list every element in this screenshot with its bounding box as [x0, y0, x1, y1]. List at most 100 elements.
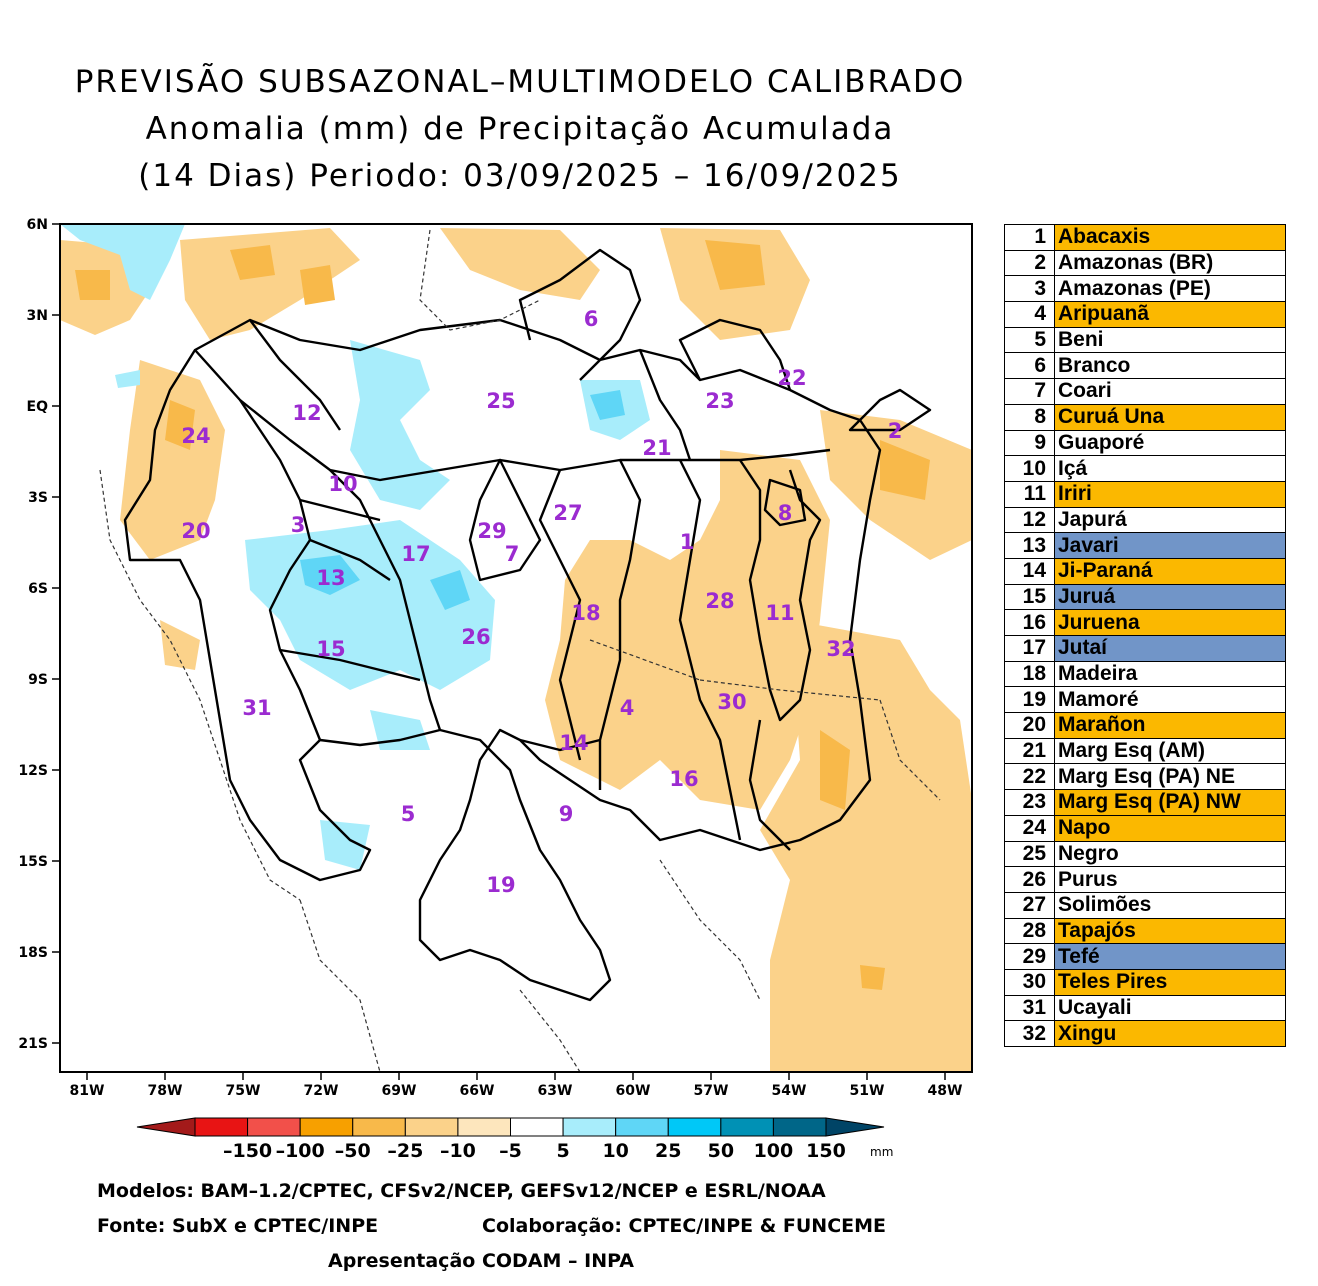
legend-row: 10 Içá	[1004, 455, 1286, 482]
legend-basin-name: Beni	[1054, 326, 1286, 354]
legend-number: 8	[1004, 403, 1055, 431]
lat-label: 21S	[18, 1036, 48, 1052]
lon-label: 60W	[616, 1083, 651, 1099]
legend-number: 29	[1004, 943, 1055, 970]
colorbar-label: –100	[276, 1140, 325, 1162]
legend-number: 4	[1004, 301, 1055, 328]
lat-label: EQ	[27, 399, 49, 415]
legend-basin-name: Içá	[1054, 455, 1286, 482]
lon-label: 66W	[460, 1083, 495, 1099]
colorbar-unit: mm	[870, 1145, 893, 1159]
legend-row: 17 Jutaí	[1004, 635, 1286, 662]
legend-basin-name: Branco	[1054, 352, 1286, 380]
latitude-axis: 6N 3N EQ 3S 6S 9S 12S 15S 18S 21S	[18, 217, 60, 1052]
basin-label-20: 20	[181, 519, 210, 543]
legend-basin-name: Purus	[1054, 866, 1286, 893]
lat-label: 12S	[18, 763, 48, 779]
colorbar-label: 150	[806, 1140, 846, 1162]
title-line-2: Anomalia (mm) de Precipitação Acumulada	[145, 111, 895, 147]
legend-row: 21 Marg Esq (AM)	[1004, 737, 1286, 765]
basin-label-5: 5	[401, 802, 416, 826]
lon-label: 48W	[928, 1083, 963, 1099]
legend-row: 15 Juruá	[1004, 583, 1286, 611]
title-line-1: PREVISÃO SUBSAZONAL–MULTIMODELO CALIBRAD…	[74, 64, 966, 100]
basin-label-18: 18	[571, 601, 600, 625]
basin-label-14: 14	[559, 731, 588, 755]
legend-row: 7 Coari	[1004, 378, 1286, 405]
legend-basin-name: Juruena	[1054, 609, 1286, 636]
legend-number: 16	[1004, 609, 1055, 636]
legend-number: 26	[1004, 866, 1055, 893]
basin-label-4: 4	[620, 696, 635, 720]
colorbar-box	[667, 1117, 722, 1137]
legend-number: 24	[1004, 814, 1055, 842]
colorbar-box	[562, 1117, 617, 1137]
legend-number: 23	[1004, 789, 1055, 816]
legend-row: 9 Guaporé	[1004, 429, 1286, 457]
legend-basin-name: Amazonas (BR)	[1054, 249, 1286, 277]
legend-basin-name: Curuá Una	[1054, 403, 1286, 431]
legend-number: 14	[1004, 557, 1055, 585]
legend-number: 2	[1004, 249, 1055, 277]
footer-presentation: Apresentação CODAM – INPA	[328, 1250, 635, 1272]
longitude-axis: 81W 78W 75W 72W 69W 66W 63W 60W 57W 54W 51W 48W	[70, 1072, 963, 1099]
legend-basin-name: Marg Esq (PA) NE	[1054, 763, 1286, 791]
legend-basin-name: Mamoré	[1054, 686, 1286, 714]
colorbar-box	[772, 1117, 827, 1137]
lat-label: 3S	[28, 490, 48, 506]
legend-basin-name: Tapajós	[1054, 917, 1286, 945]
legend-row: 28 Tapajós	[1004, 917, 1286, 945]
legend-basin-name: Marg Esq (PA) NW	[1054, 789, 1286, 816]
basin-label-1: 1	[680, 530, 695, 554]
basin-label-29: 29	[477, 519, 506, 543]
colorbar-label: –5	[499, 1140, 522, 1162]
legend-basin-name: Aripuanã	[1054, 301, 1286, 328]
legend-number: 17	[1004, 635, 1055, 662]
colorbar-box	[510, 1117, 564, 1137]
basin-label-3: 3	[291, 513, 306, 537]
legend-basin-name: Javari	[1054, 532, 1286, 559]
legend-basin-name: Jutaí	[1054, 635, 1286, 662]
legend-row: 20 Marañon	[1004, 712, 1286, 739]
legend-number: 3	[1004, 275, 1055, 303]
legend-row: 29 Tefé	[1004, 943, 1286, 970]
basin-label-32: 32	[826, 637, 855, 661]
basin-label-11: 11	[765, 601, 794, 625]
lon-label: 75W	[226, 1083, 261, 1099]
anomaly-field	[60, 224, 972, 1072]
legend-basin-name: Japurá	[1054, 506, 1286, 534]
lat-label: 6S	[28, 581, 48, 597]
legend-number: 7	[1004, 378, 1055, 405]
lat-label: 9S	[28, 672, 48, 688]
legend-row: 8 Curuá Una	[1004, 403, 1286, 431]
colorbar-box	[404, 1117, 459, 1137]
legend-basin-name: Tefé	[1054, 943, 1286, 970]
lat-label: 18S	[18, 945, 48, 961]
colorbar-label: 50	[708, 1140, 734, 1162]
colorbar-box	[457, 1117, 511, 1137]
basin-label-7: 7	[505, 542, 520, 566]
colorbar-box	[615, 1117, 669, 1137]
legend-basin-name: Teles Pires	[1054, 968, 1286, 996]
lat-label: 3N	[27, 308, 48, 324]
legend-basin-name: Amazonas (PE)	[1054, 275, 1286, 303]
country-borders	[99, 229, 941, 1073]
lon-label: 51W	[850, 1083, 885, 1099]
basin-label-6: 6	[584, 307, 599, 331]
basin-label-23: 23	[705, 389, 734, 413]
legend-row: 19 Mamoré	[1004, 686, 1286, 714]
basin-label-24: 24	[181, 424, 210, 448]
legend-row: 23 Marg Esq (PA) NW	[1004, 789, 1286, 816]
legend-basin-name: Abacaxis	[1054, 224, 1286, 251]
legend-basin-name: Negro	[1054, 840, 1286, 868]
legend-basin-name: Marg Esq (AM)	[1054, 737, 1286, 765]
legend-basin-name: Xingu	[1054, 1020, 1286, 1047]
colorbar-box	[720, 1117, 774, 1137]
colorbar-label: –50	[335, 1140, 371, 1162]
basin-label-27: 27	[553, 501, 582, 525]
colorbar-label: 10	[602, 1140, 628, 1162]
legend-row: 22 Marg Esq (PA) NE	[1004, 763, 1286, 791]
legend-number: 12	[1004, 506, 1055, 534]
legend-basin-name: Marañon	[1054, 712, 1286, 739]
footer-collaboration: Colaboração: CPTEC/INPE & FUNCEME	[482, 1215, 887, 1237]
